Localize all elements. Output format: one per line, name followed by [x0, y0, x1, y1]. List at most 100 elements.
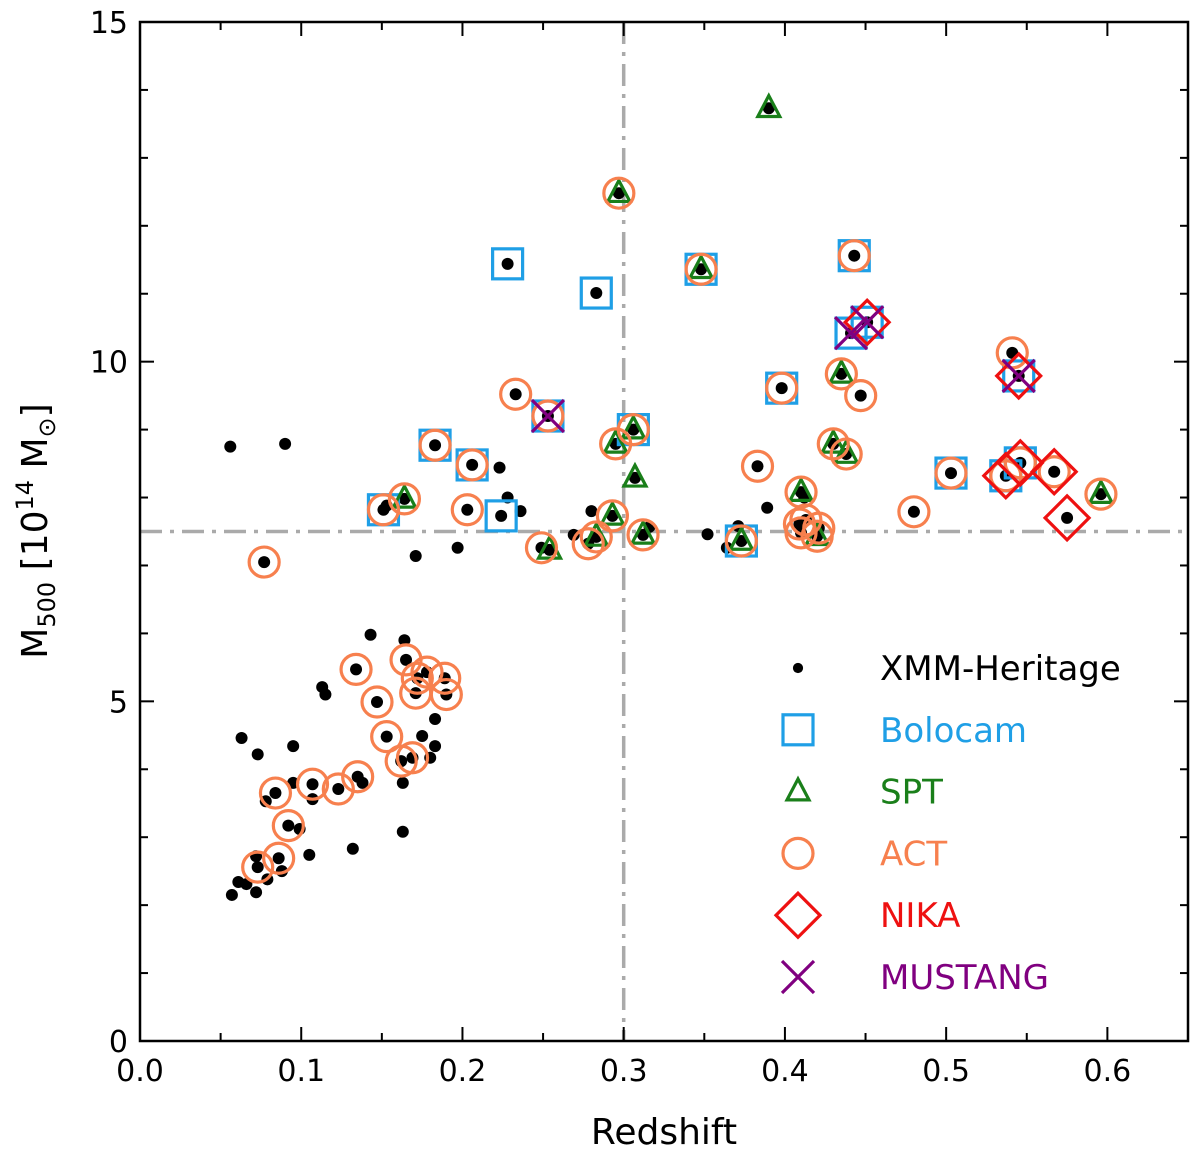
- y-tick-label: 15: [90, 6, 128, 41]
- xmm-point: [501, 257, 514, 270]
- xmm-point: [509, 388, 522, 401]
- spt-marker: [727, 524, 756, 551]
- xmm-point: [751, 460, 764, 473]
- mustang-marker: [850, 305, 885, 340]
- act-marker: [247, 545, 281, 579]
- bolocam-marker: [484, 499, 518, 533]
- ylabel-unit-mid: M: [15, 437, 56, 480]
- xmm-point: [628, 471, 641, 484]
- xmm-point: [606, 509, 619, 522]
- reference-lines: [140, 22, 1188, 1041]
- xmm-point: [396, 776, 409, 789]
- nika-marker: [994, 351, 1043, 401]
- spt-marker: [598, 499, 627, 526]
- plot-frame: [138, 20, 1190, 1043]
- act-marker: [571, 527, 605, 561]
- ylabel-unit-pre: [10: [15, 510, 56, 571]
- xmm-point: [761, 501, 774, 514]
- xmm-point: [225, 888, 238, 901]
- act-marker: [531, 399, 565, 433]
- act-marker: [360, 685, 394, 719]
- legend-label: XMM-Heritage: [880, 649, 1121, 689]
- act-marker: [897, 495, 931, 529]
- xmm-point: [835, 367, 848, 380]
- xmm-point: [250, 886, 263, 899]
- xmm-point: [416, 729, 429, 742]
- act-marker: [724, 524, 758, 558]
- xmm-point: [461, 503, 474, 516]
- spt-marker: [687, 253, 715, 280]
- x-tick-label: 0.6: [1084, 1054, 1132, 1089]
- x-tick-label: 0.3: [600, 1054, 648, 1089]
- act-marker: [837, 239, 871, 273]
- xmm-point: [795, 486, 808, 499]
- xmm-point: [350, 663, 363, 676]
- xmm-point: [371, 696, 384, 709]
- xmm-point: [1061, 511, 1074, 524]
- act-marker: [321, 772, 355, 806]
- bolocam-marker: [1002, 359, 1036, 393]
- y-tick-label: 10: [90, 346, 128, 381]
- x-tick-label: 0.5: [922, 1054, 970, 1089]
- xmm-point: [377, 503, 390, 516]
- act-marker: [595, 499, 630, 533]
- legend-label: SPT: [880, 773, 943, 813]
- xmm-point: [398, 634, 411, 647]
- xmm-point: [306, 778, 319, 791]
- act-marker: [626, 518, 660, 552]
- act-marker: [387, 482, 422, 516]
- xmm-point: [1094, 488, 1107, 501]
- xmm-point: [364, 628, 377, 641]
- act-marker: [271, 809, 305, 843]
- bolocam-marker: [850, 305, 884, 339]
- act-marker: [410, 655, 444, 689]
- x-tick-label: 0.4: [761, 1054, 809, 1089]
- nika-marker: [981, 451, 1031, 501]
- spt-marker: [832, 437, 860, 464]
- nika-marker: [1042, 493, 1092, 543]
- act-marker: [740, 449, 775, 483]
- act-marker: [428, 661, 462, 695]
- xmm-point: [493, 461, 506, 474]
- xmm-point: [429, 439, 442, 452]
- xmm-point: [235, 732, 248, 745]
- act-marker: [934, 456, 968, 490]
- xmm-point: [1048, 465, 1061, 478]
- xmm-point: [380, 730, 393, 743]
- xmm-point: [396, 825, 409, 838]
- act-marker: [1037, 455, 1071, 489]
- mustang-marker: [833, 316, 869, 351]
- xmm-point: [332, 782, 345, 795]
- nika-marker: [996, 438, 1045, 488]
- ylabel-unit-sym: ⊙: [33, 417, 61, 438]
- xmm-point: [269, 787, 282, 800]
- act-marker: [450, 493, 484, 527]
- act-marker: [241, 850, 275, 884]
- act-marker: [824, 357, 858, 391]
- act-marker: [1003, 446, 1037, 480]
- xmm-point: [429, 712, 442, 725]
- act-marker: [418, 428, 452, 462]
- legend-act-marker: [781, 836, 815, 871]
- xmm-point: [775, 382, 788, 395]
- act-marker: [524, 531, 559, 565]
- xmm-point: [612, 187, 625, 200]
- act-marker: [602, 176, 636, 210]
- act-marker: [802, 511, 836, 545]
- act-marker: [1084, 477, 1118, 511]
- act-marker: [366, 493, 401, 527]
- xmm-point: [272, 852, 285, 865]
- xmm-point: [848, 249, 861, 262]
- nika-marker: [1029, 447, 1079, 496]
- xmm-point: [303, 848, 316, 861]
- legend-label: MUSTANG: [880, 958, 1049, 998]
- xmm-point: [319, 688, 332, 701]
- act-marker: [262, 841, 296, 875]
- y-tick-label: 0: [109, 1025, 128, 1060]
- axes: 0.0 0.1 0.2 0.3 0.4 0.5 0.6 0 5 10 15: [90, 6, 1190, 1089]
- spt-marker: [605, 177, 633, 204]
- act-marker: [616, 413, 650, 447]
- y-axis-label: M500 [1014 M⊙]: [11, 403, 61, 658]
- legend-xmm-point: [792, 662, 804, 674]
